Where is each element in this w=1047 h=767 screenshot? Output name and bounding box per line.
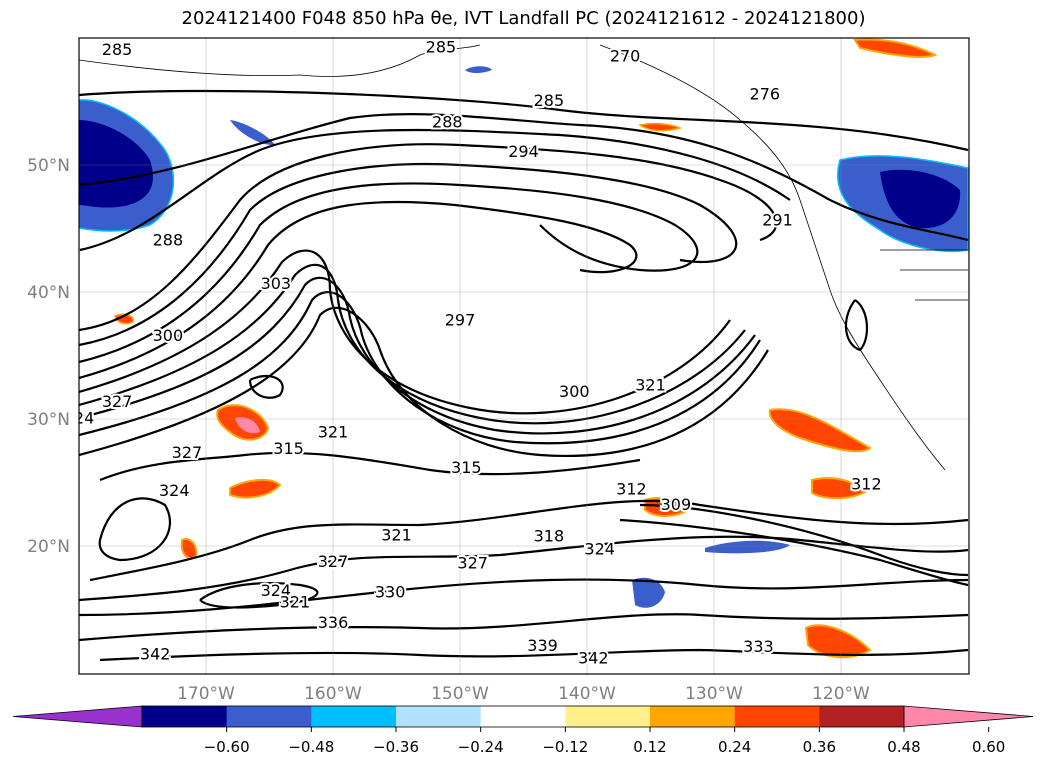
contour-label: 333 [743, 637, 774, 656]
lon-label: 140°W [558, 684, 616, 704]
contour-label: 300 [153, 326, 184, 345]
contour-label: 297 [445, 311, 476, 330]
positive-region-8 [180, 538, 198, 560]
negative-patch-2 [632, 577, 665, 608]
lat-label: 50°N [27, 156, 70, 176]
colorbar-bin [480, 706, 566, 727]
contour-label: 270 [610, 47, 641, 66]
positive-region-2 [768, 408, 872, 453]
colorbar-tick-label: −0.12 [542, 738, 588, 756]
contour-label: 309 [661, 495, 692, 514]
colorbar-bin [396, 706, 482, 727]
map-frame [78, 37, 970, 675]
colorbar-tick-label: 0.36 [803, 738, 836, 756]
colorbar-tick-label: −0.48 [288, 738, 334, 756]
contour-label: 312 [616, 480, 647, 499]
longitude-labels: 170°W 160°W 150°W 140°W 130°W 120°W [177, 684, 870, 704]
contour-label: 324 [159, 481, 190, 500]
negative-core-east [880, 169, 961, 229]
colorbar-tick-label: −0.36 [373, 738, 419, 756]
colorbar-tick-label: −0.60 [204, 738, 250, 756]
contour-label: 324 [261, 581, 292, 600]
lon-label: 130°W [685, 684, 743, 704]
colorbar-bin [311, 706, 397, 727]
contour-label: 321 [381, 525, 412, 544]
negative-core-west [79, 120, 153, 208]
colorbar-tick-label: 0.12 [633, 738, 666, 756]
colorbar-bin [819, 706, 905, 727]
lon-label: 170°W [177, 684, 235, 704]
colorbar-tick-label: 0.48 [887, 738, 920, 756]
colorbar-bin [142, 706, 228, 727]
colorbar-extend-left [12, 705, 143, 728]
colorbar-tick-label: 0.24 [718, 738, 751, 756]
contour-label: 327 [102, 392, 133, 411]
contour-label: 300 [559, 382, 590, 401]
colorbar: −0.60 −0.48 −0.36 −0.24 −0.12 0.12 0.24 0.36 0.4… [12, 705, 1034, 756]
contour-label: 294 [508, 142, 539, 161]
latitude-labels: 50°N 40°N 30°N 20°N [27, 156, 70, 557]
colorbar-bin [565, 706, 651, 727]
colorbar-tick-label: −0.24 [458, 738, 504, 756]
lat-label: 20°N [27, 537, 70, 557]
chart-title: 2024121400 F048 850 hPa θe, IVT Landfall… [181, 8, 866, 29]
contour-label: 339 [527, 636, 558, 655]
positive-region-6 [229, 478, 282, 499]
contour-label: 285 [102, 40, 133, 59]
contour-label: 285 [534, 91, 565, 110]
lat-label: 30°N [27, 410, 70, 430]
colorbar-tick-label: 0.60 [972, 738, 1005, 756]
contour-label: 336 [318, 613, 349, 632]
positive-core-1 [235, 417, 260, 434]
contour-label: 285 [426, 38, 457, 57]
contour-label: 276 [750, 85, 781, 104]
gridlines [79, 38, 969, 674]
contour-label: 327 [457, 553, 488, 572]
contour-label: 342 [140, 645, 171, 664]
colorbar-bin [734, 706, 820, 727]
lon-label: 160°W [304, 684, 362, 704]
contour-label: 288 [432, 113, 463, 132]
coastlines [79, 44, 968, 471]
lon-label: 120°W [812, 684, 870, 704]
contour-label: 324 [584, 539, 615, 558]
contour-label: 342 [578, 649, 609, 668]
contour-label: 321 [318, 422, 349, 441]
positive-region-4 [804, 624, 872, 659]
negative-patch-1 [705, 540, 790, 554]
theta-e-contours [79, 89, 969, 662]
shading-layer [79, 38, 969, 659]
lon-label: 150°W [431, 684, 489, 704]
contour-label: 318 [534, 527, 565, 546]
positive-region-3 [811, 477, 867, 500]
colorbar-bin [650, 706, 736, 727]
colorbar-extend-right [903, 705, 1034, 728]
positive-region-7 [853, 38, 938, 58]
contour-label: 315 [451, 458, 482, 477]
negative-patch-4 [465, 66, 492, 73]
contour-label: 303 [261, 274, 292, 293]
contour-labels: 285 285 270 276 285 288 294 291 288 303 300 297 300 3… [64, 38, 884, 670]
contour-label: 288 [153, 231, 184, 250]
map-area: 285 285 270 276 285 288 294 291 288 303 300 297 300 3… [64, 38, 969, 674]
contour-label: 324 [64, 409, 95, 428]
negative-patch-3 [230, 120, 275, 146]
colorbar-frame [141, 705, 905, 728]
lat-label: 40°N [27, 283, 70, 303]
contour-label: 321 [280, 593, 311, 612]
contour-label: 315 [273, 439, 304, 458]
contour-label: 312 [851, 475, 882, 494]
contour-label: 327 [172, 443, 203, 462]
contour-label: 321 [635, 375, 666, 394]
colorbar-bin [226, 706, 312, 727]
contour-label: 327 [318, 552, 349, 571]
contour-label: 330 [375, 582, 406, 601]
positive-region-9 [638, 122, 683, 132]
contour-label: 291 [762, 210, 793, 229]
